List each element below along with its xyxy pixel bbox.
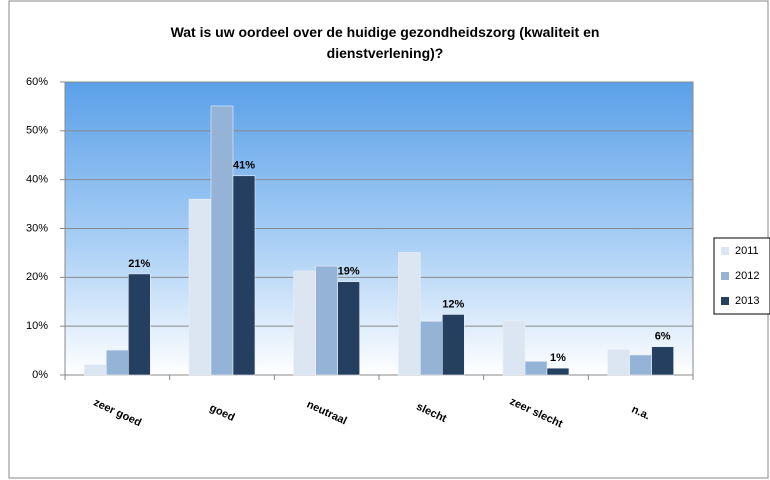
bar [524, 361, 548, 376]
bar [420, 320, 443, 376]
data-label: 1% [550, 352, 566, 364]
bar [442, 314, 465, 376]
bar [337, 281, 360, 376]
bar [546, 367, 570, 376]
data-label: 6% [655, 331, 671, 343]
bar [84, 364, 107, 376]
bar [629, 354, 652, 376]
y-tick-label: 20% [26, 271, 48, 283]
legend-label: 2011 [735, 245, 759, 257]
data-label: 12% [442, 298, 464, 310]
y-tick-label: 30% [26, 222, 48, 234]
y-tick-label: 40% [26, 174, 48, 186]
bar [188, 198, 212, 376]
legend-swatch [721, 247, 729, 255]
bar [210, 105, 234, 376]
chart-title: Wat is uw oordeel over de huidige gezond… [170, 24, 600, 61]
bar [128, 273, 151, 376]
legend-swatch [721, 297, 729, 305]
bar [607, 349, 630, 376]
y-tick-label: 60% [26, 76, 48, 88]
y-tick-label: 10% [26, 320, 48, 332]
legend-swatch [721, 272, 729, 280]
bar [232, 175, 256, 376]
y-tick-label: 50% [26, 125, 48, 137]
data-label: 41% [233, 160, 255, 172]
bar [502, 320, 526, 376]
bar [651, 346, 674, 376]
data-label: 21% [128, 258, 150, 270]
data-label: 19% [338, 266, 360, 278]
bar [106, 349, 129, 376]
legend-label: 2012 [735, 270, 759, 282]
bar [293, 270, 316, 376]
y-tick-label: 0% [32, 369, 48, 381]
bar [315, 265, 338, 376]
bar [398, 252, 421, 376]
legend-label: 2013 [735, 295, 759, 307]
